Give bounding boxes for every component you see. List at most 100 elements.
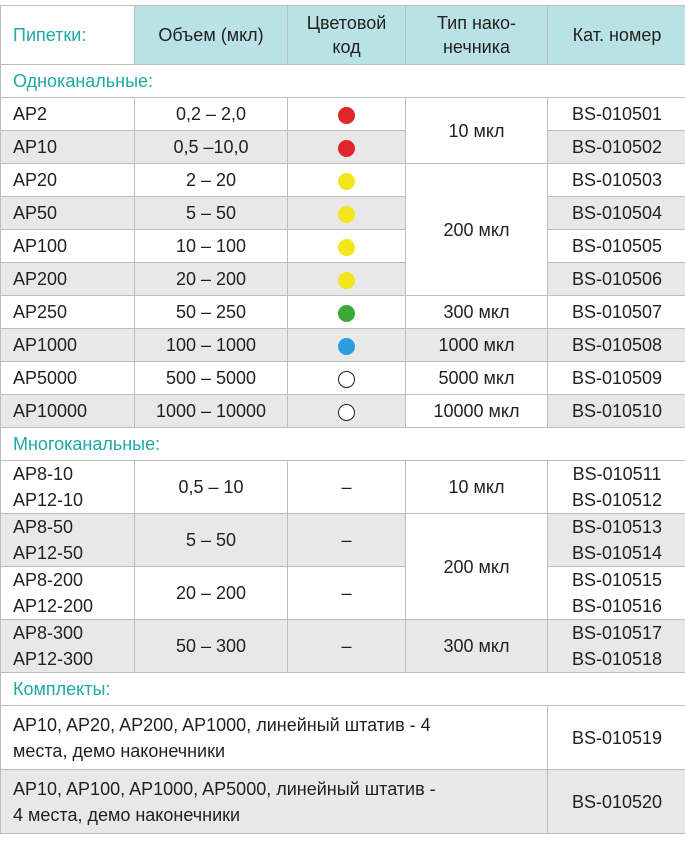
volume-cell: 0,5 –10,0	[134, 130, 288, 164]
kit-description-cell: AP10, AP20, AP200, AP1000, линейный штат…	[0, 705, 548, 770]
color-code-cell: –	[287, 460, 406, 514]
catalog-cell: BS-010501	[547, 97, 685, 131]
model-cell: AP5000	[0, 361, 135, 395]
catalog-12: BS-010512	[571, 490, 663, 510]
color-dot-icon	[338, 139, 355, 157]
model-8: AP8-50	[13, 517, 74, 537]
catalog-cell: BS-010520	[547, 769, 685, 834]
color-dot-icon	[338, 337, 355, 355]
catalog-cell: BS-010506	[547, 262, 685, 296]
color-code-cell: –	[287, 513, 406, 567]
catalog-cell: BS-010505	[547, 229, 685, 263]
volume-cell: 5 – 50	[134, 513, 288, 567]
color-code-cell: –	[287, 619, 406, 673]
catalog-12: BS-010516	[571, 596, 663, 616]
volume-cell: 20 – 200	[134, 566, 288, 620]
header-volume: Объем (мкл)	[134, 5, 288, 65]
table-row: AP250 50 – 250 300 мкл BS-010507	[0, 295, 685, 329]
table-row: AP100 10 – 100 BS-010505	[0, 229, 685, 263]
table-row: AP5000 500 – 5000 5000 мкл BS-010509	[0, 361, 685, 395]
catalog-cell: BS-010509	[547, 361, 685, 395]
color-code-cell	[287, 97, 406, 131]
catalog-cell: BS-010511 BS-010512	[547, 460, 685, 514]
model-12: AP12-200	[13, 596, 94, 616]
color-code-cell	[287, 394, 406, 428]
color-dot-icon	[338, 304, 355, 322]
catalog-cell: BS-010519	[547, 705, 685, 770]
volume-cell: 5 – 50	[134, 196, 288, 230]
model-cell: AP200	[0, 262, 135, 296]
section-kits: Комплекты:	[0, 672, 685, 706]
header-color-line2: код	[332, 37, 361, 57]
table-row: AP10, AP20, AP200, AP1000, линейный штат…	[0, 705, 685, 770]
header-tip-type: Тип нако-нечника	[405, 5, 548, 65]
catalog-cell: BS-010503	[547, 163, 685, 197]
tip-type-cell: 10 мкл	[405, 97, 548, 164]
tip-type-cell: 1000 мкл	[405, 328, 548, 362]
section-single-channel: Одноканальные:	[0, 64, 685, 98]
color-code-cell	[287, 295, 406, 329]
color-dot-icon	[338, 271, 355, 289]
model-cell: AP10000	[0, 394, 135, 428]
catalog-cell: BS-010507	[547, 295, 685, 329]
model-cell: AP100	[0, 229, 135, 263]
table-row: AP8-50 AP12-50 5 – 50–200 мкл BS-010513 BS-0…	[0, 513, 685, 620]
model-cell: AP8-10 AP12-10	[0, 460, 135, 514]
color-dot-icon	[338, 106, 355, 124]
model-cell: AP8-50 AP12-50	[0, 513, 135, 567]
model-8: AP8-10	[13, 464, 74, 484]
table-row: AP10000 1000 – 10000 10000 мкл BS-010510	[0, 394, 685, 428]
header-pipettes: Пипетки:	[0, 5, 135, 65]
model-cell: AP8-200 AP12-200	[0, 566, 135, 620]
tip-type-cell: 10000 мкл	[405, 394, 548, 428]
table-row: AP50 5 – 50 BS-010504	[0, 196, 685, 230]
catalog-cell: BS-010515 BS-010516	[547, 566, 685, 620]
header-row: Пипетки: Объем (мкл) Цветовой код Тип нак…	[0, 5, 685, 65]
model-cell: AP10	[0, 130, 135, 164]
catalog-cell: BS-010513 BS-010514	[547, 513, 685, 567]
model-cell: AP50	[0, 196, 135, 230]
catalog-12: BS-010514	[571, 543, 663, 563]
model-8: AP8-200	[13, 570, 84, 590]
model-12: AP12-300	[13, 649, 94, 669]
tip-type-cell: 300 мкл	[405, 295, 548, 329]
volume-cell: 1000 – 10000	[134, 394, 288, 428]
model-8: AP8-300	[13, 623, 84, 643]
header-tip-line1: Тип нако-	[436, 13, 517, 33]
section-multi-channel: Многоканальные:	[0, 427, 685, 461]
model-cell: AP2	[0, 97, 135, 131]
catalog-8: BS-010511	[572, 464, 662, 484]
tip-type-cell: 300 мкл	[405, 619, 548, 673]
catalog-cell: BS-010504	[547, 196, 685, 230]
model-12: AP12-50	[13, 543, 84, 563]
table-row: AP10 0,5 –10,0 BS-010502	[0, 130, 685, 164]
header-tip-line2: нечника	[442, 37, 510, 57]
color-code-cell	[287, 328, 406, 362]
volume-cell: 50 – 250	[134, 295, 288, 329]
color-code-cell	[287, 196, 406, 230]
volume-cell: 10 – 100	[134, 229, 288, 263]
table-row: AP200 20 – 200 BS-010506	[0, 262, 685, 296]
catalog-cell: BS-010502	[547, 130, 685, 164]
tip-type-cell: 200 мкл	[405, 163, 548, 296]
color-dot-icon	[338, 370, 355, 388]
catalog-8: BS-010517	[571, 623, 663, 643]
header-color-line1: Цветовой	[306, 13, 387, 33]
tip-type-cell: 200 мкл	[405, 513, 548, 620]
catalog-8: BS-010515	[571, 570, 663, 590]
volume-cell: 20 – 200	[134, 262, 288, 296]
volume-cell: 2 – 20	[134, 163, 288, 197]
color-dot-icon	[338, 172, 355, 190]
header-catalog: Кат. номер	[547, 5, 685, 65]
tip-type-cell: 5000 мкл	[405, 361, 548, 395]
tip-type-cell: 10 мкл	[405, 460, 548, 514]
table-row: AP8-300 AP12-300 50 – 300–300 мкл BS-010517…	[0, 619, 685, 673]
model-cell: AP1000	[0, 328, 135, 362]
header-color-code: Цветовой код	[287, 5, 406, 65]
volume-cell: 0,2 – 2,0	[134, 97, 288, 131]
catalog-cell: BS-010508	[547, 328, 685, 362]
color-dot-icon	[338, 403, 355, 421]
catalog-cell: BS-010517 BS-010518	[547, 619, 685, 673]
catalog-8: BS-010513	[571, 517, 663, 537]
catalog-12: BS-010518	[571, 649, 663, 669]
